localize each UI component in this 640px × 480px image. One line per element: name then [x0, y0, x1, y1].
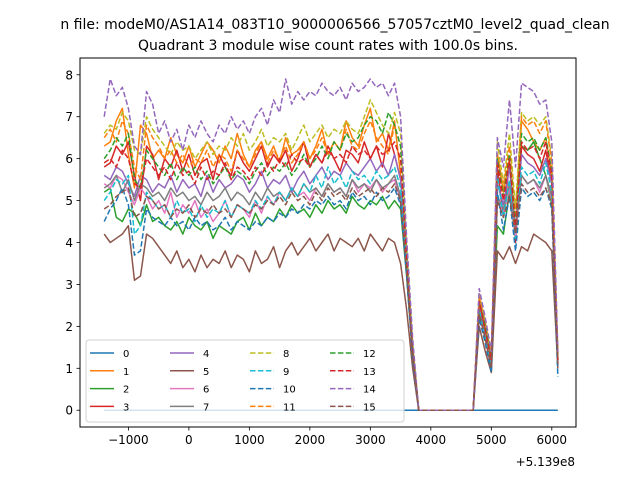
legend-label-4: 4 — [203, 349, 209, 360]
y-tick-label: 3 — [65, 278, 73, 292]
legend-label-0: 0 — [123, 349, 129, 360]
series-line-10 — [103, 187, 559, 411]
series-line-15 — [103, 183, 559, 411]
y-tick-label: 0 — [65, 404, 73, 418]
legend-label-11: 11 — [283, 402, 296, 413]
y-tick-label: 6 — [65, 152, 73, 166]
legend-label-12: 12 — [363, 349, 376, 360]
x-tick-label: 1000 — [234, 433, 265, 447]
y-tick-label: 8 — [65, 68, 73, 82]
series-line-8 — [103, 99, 559, 411]
x-tick-label: −1000 — [108, 433, 149, 447]
series-line-13 — [103, 141, 559, 411]
legend-label-14: 14 — [363, 385, 376, 396]
legend-label-10: 10 — [283, 385, 296, 396]
x-tick-label: 0 — [185, 433, 193, 447]
y-tick-label: 7 — [65, 110, 73, 124]
legend-label-2: 2 — [123, 385, 129, 396]
figure-suptitle: n file: modeM0/AS1A14_083T10_9000006566_… — [60, 17, 609, 33]
series-lines — [103, 78, 559, 411]
x-tick-label: 4000 — [416, 433, 447, 447]
legend-box — [85, 339, 405, 423]
legend-label-3: 3 — [123, 402, 129, 413]
y-tick-label: 4 — [65, 236, 73, 250]
legend-label-13: 13 — [363, 367, 376, 378]
legend-label-5: 5 — [203, 367, 209, 378]
series-line-5 — [103, 224, 559, 411]
y-tick-label: 2 — [65, 320, 73, 334]
x-tick-label: 6000 — [537, 433, 568, 447]
legend-label-9: 9 — [283, 367, 289, 378]
x-offset-label: +5.139e8 — [516, 455, 575, 469]
x-tick-label: 5000 — [476, 433, 507, 447]
y-tick-label: 5 — [65, 194, 73, 208]
y-axis: 0 1 2 3 4 5 6 7 8 — [65, 68, 80, 418]
legend-label-6: 6 — [203, 385, 209, 396]
legend-label-7: 7 — [203, 402, 209, 413]
x-axis: −1000 0 1000 2000 3000 4000 5000 6000 — [108, 427, 567, 447]
series-line-14 — [103, 78, 559, 411]
legend-label-15: 15 — [363, 402, 376, 413]
x-tick-label: 3000 — [355, 433, 386, 447]
legend-label-8: 8 — [283, 349, 289, 360]
chart-title: Quadrant 3 module wise count rates with … — [138, 38, 518, 54]
y-tick-label: 1 — [65, 362, 73, 376]
x-tick-label: 2000 — [295, 433, 326, 447]
legend-label-1: 1 — [123, 367, 129, 378]
